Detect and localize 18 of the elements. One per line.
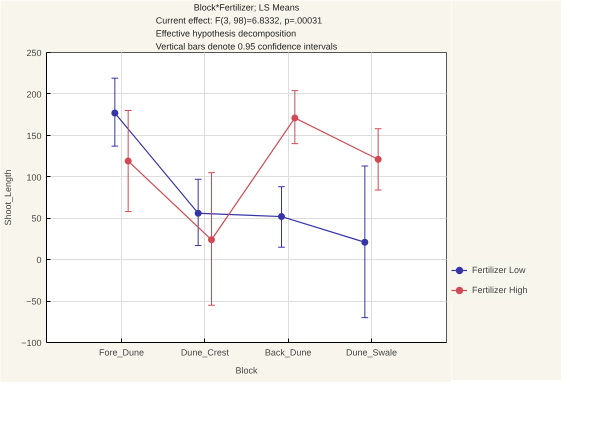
- legend-label: Fertilizer High: [472, 285, 528, 295]
- chart-subtitle: Current effect: F(3, 98)=6.8332, p=.00031 Effective hypothesis decomposition Vertical bars denote 0.95 confidence intervals: [156, 16, 338, 52]
- x-tick-label: Dune_Crest: [180, 348, 230, 358]
- y-tick-label: 50: [31, 214, 42, 224]
- x-tick-label: Fore_Dune: [98, 348, 144, 358]
- x-tick-label: Back_Dune: [264, 348, 312, 358]
- y-tick-label: 250: [26, 48, 42, 58]
- y-tick-label: 200: [26, 89, 42, 100]
- x-axis-title: Block: [235, 366, 258, 376]
- y-tick-label: −100: [21, 338, 42, 348]
- y-axis-title: Shoot_Length: [3, 169, 14, 226]
- y-tick-label: 0: [36, 255, 42, 266]
- chart-title: Block*Fertilizer; LS Means: [194, 2, 300, 12]
- x-tick-label: Dune_Swale: [346, 348, 398, 358]
- legend-label: Fertilizer Low: [472, 265, 526, 275]
- y-tick-label: 100: [26, 172, 42, 182]
- y-tick-label: 150: [26, 130, 42, 141]
- y-tick-label: −50: [26, 296, 42, 307]
